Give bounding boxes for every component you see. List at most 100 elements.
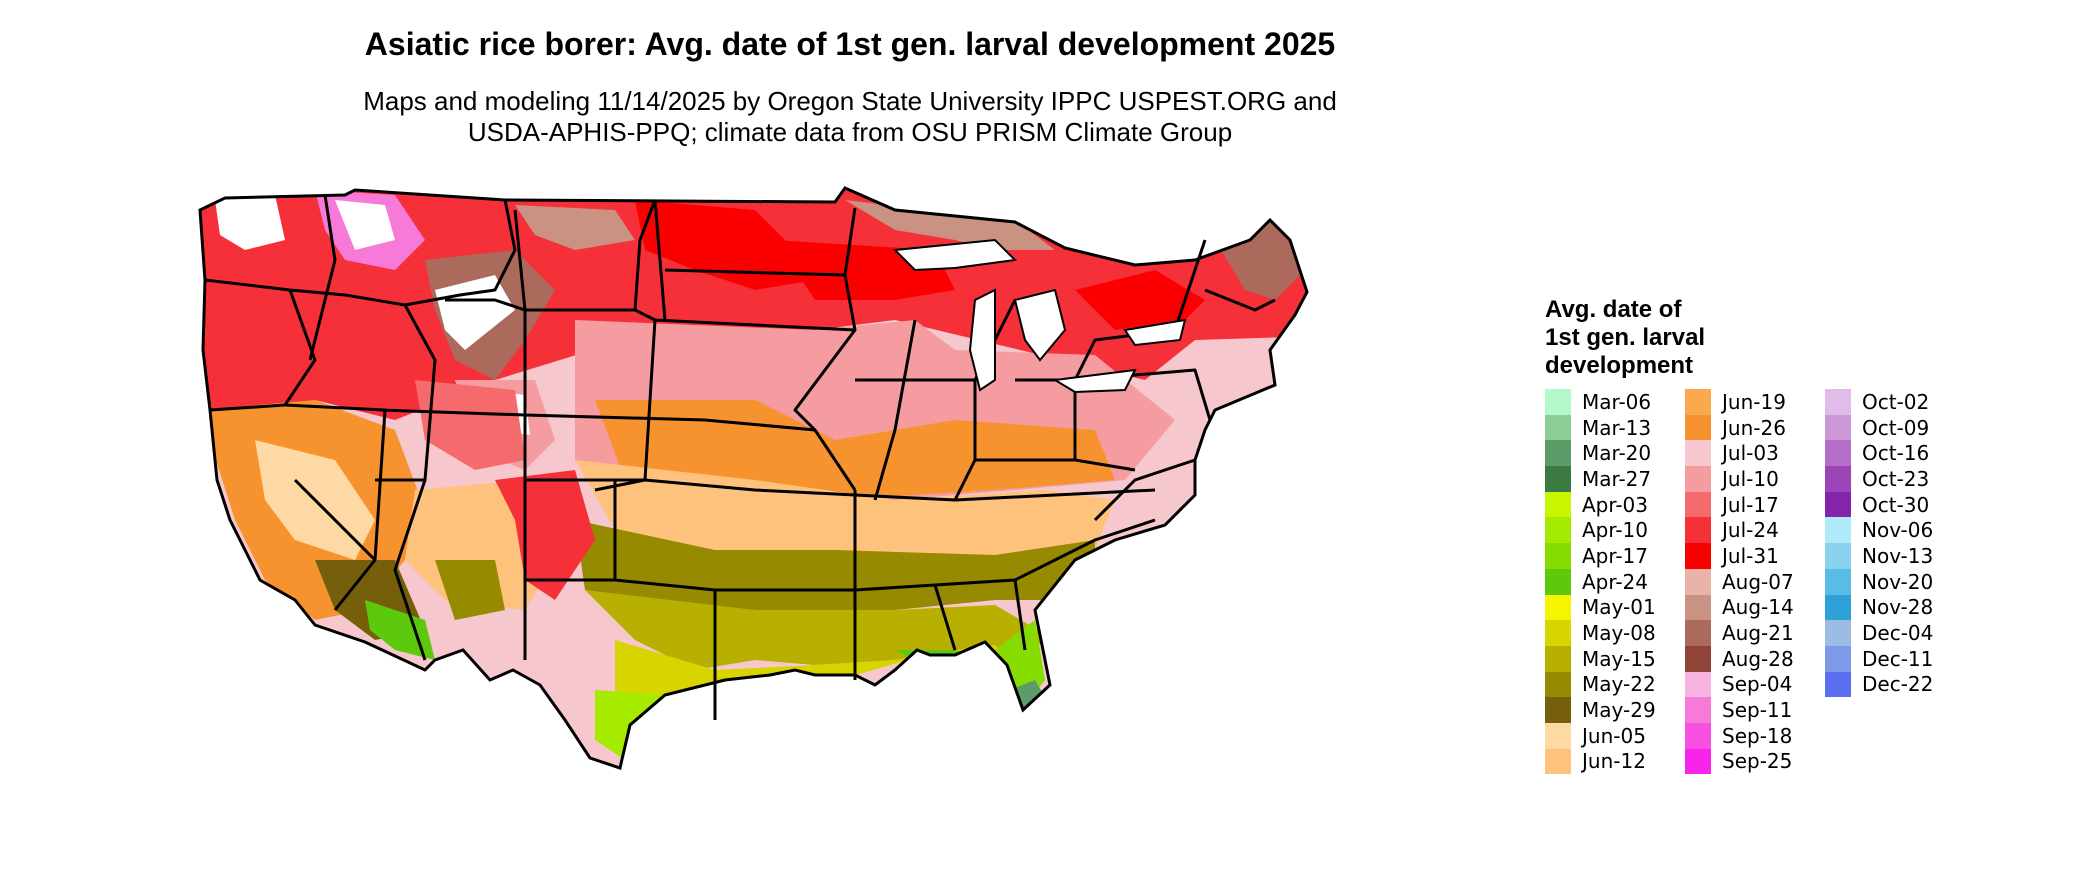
legend-item: May-29 [1545, 697, 1673, 723]
legend-swatch [1685, 645, 1711, 672]
legend-item: Jul-31 [1685, 543, 1813, 569]
legend-label: Jun-26 [1722, 415, 1786, 440]
legend-label: Aug-28 [1722, 646, 1794, 671]
legend-item: Nov-20 [1825, 568, 1953, 595]
legend-label: Jul-17 [1722, 492, 1779, 517]
legend-label: Dec-04 [1862, 621, 1934, 646]
date-legend: Mar-06 Mar-13 Mar-20 Mar-27 Apr-03 Apr-10 Apr-… [1545, 389, 1953, 775]
legend-item: Jun-12 [1545, 748, 1673, 775]
legend-label: Oct-09 [1862, 415, 1930, 440]
legend-item: May-01 [1545, 594, 1673, 621]
legend-label: May-22 [1582, 672, 1656, 697]
legend-swatch [1545, 389, 1571, 415]
legend-swatch [1545, 491, 1571, 518]
legend-swatch [1545, 722, 1571, 749]
legend-label: Mar-20 [1582, 441, 1652, 466]
legend-title-line-2: 1st gen. larval [1545, 324, 1706, 351]
legend-swatch [1545, 440, 1571, 467]
legend-label: Mar-13 [1582, 415, 1652, 440]
legend-item: May-08 [1545, 620, 1673, 646]
legend-swatch [1685, 748, 1711, 775]
legend-swatch [1545, 620, 1571, 646]
legend-swatch [1685, 440, 1711, 467]
legend-label: Mar-27 [1582, 466, 1652, 491]
legend-swatch [1685, 594, 1711, 621]
map-subtitle: Maps and modeling 11/14/2025 by Oregon S… [0, 86, 1700, 148]
legend-item: May-22 [1545, 671, 1673, 698]
legend-label: Nov-20 [1862, 569, 1934, 594]
legend-swatch [1545, 568, 1571, 595]
legend-label: Nov-13 [1862, 543, 1934, 568]
legend-item: Jun-19 [1685, 389, 1813, 415]
legend-title-line-3: development [1545, 352, 1694, 379]
legend-item: Sep-04 [1685, 671, 1813, 698]
legend-swatch [1825, 671, 1851, 698]
legend-swatch [1685, 671, 1711, 698]
legend-item: Jul-10 [1685, 466, 1813, 492]
legend-label: Sep-04 [1722, 672, 1793, 697]
legend-item: Oct-16 [1825, 440, 1953, 467]
legend-item: Nov-13 [1825, 543, 1953, 569]
legend-item: Mar-27 [1545, 466, 1673, 492]
legend-label: Jul-10 [1722, 466, 1779, 491]
legend-item: Sep-18 [1685, 722, 1813, 749]
legend-label: Dec-22 [1862, 672, 1934, 697]
legend-label: Nov-06 [1862, 518, 1934, 543]
legend-label: Oct-30 [1862, 492, 1930, 517]
legend-item: Aug-07 [1685, 568, 1813, 595]
legend-label: May-08 [1582, 621, 1656, 646]
legend-item: Aug-21 [1685, 620, 1813, 646]
legend-item: Jul-17 [1685, 491, 1813, 518]
legend-item: Oct-30 [1825, 491, 1953, 518]
legend-swatch [1685, 620, 1711, 646]
legend-swatch [1825, 466, 1851, 492]
legend-swatch [1825, 491, 1851, 518]
legend-swatch [1685, 466, 1711, 492]
legend-item: Aug-28 [1685, 645, 1813, 672]
legend-item: Dec-22 [1825, 671, 1953, 698]
legend-item: Mar-06 [1545, 389, 1673, 415]
map-title: Asiatic rice borer: Avg. date of 1st gen… [364, 26, 1336, 62]
legend-label: Jun-19 [1722, 389, 1786, 414]
legend-item: Jun-05 [1545, 722, 1673, 749]
legend-swatch [1825, 517, 1851, 544]
legend-label: Oct-23 [1862, 466, 1930, 491]
legend-item: Mar-20 [1545, 440, 1673, 467]
legend-swatch [1825, 440, 1851, 467]
legend-swatch [1685, 722, 1711, 749]
legend-swatch [1825, 543, 1851, 569]
legend-item: Dec-11 [1825, 645, 1953, 672]
legend-label: Jul-24 [1722, 518, 1779, 543]
legend-title-line-1: Avg. date of [1545, 296, 1682, 323]
legend-swatch [1685, 491, 1711, 518]
legend-swatch [1545, 414, 1571, 441]
legend-item: Jul-24 [1685, 517, 1813, 544]
legend-label: Jun-12 [1582, 749, 1646, 774]
legend-swatch [1825, 414, 1851, 441]
legend-item: Jun-26 [1685, 414, 1813, 441]
legend-item: Oct-02 [1825, 389, 1953, 415]
legend-swatch [1545, 671, 1571, 698]
legend-swatch [1825, 620, 1851, 646]
legend-swatch [1545, 543, 1571, 569]
legend-swatch [1685, 414, 1711, 441]
legend-item: Aug-14 [1685, 594, 1813, 621]
legend-swatch [1825, 568, 1851, 595]
legend-item: Apr-03 [1545, 491, 1673, 518]
us-development-map [198, 186, 1309, 770]
legend-label: Sep-11 [1722, 698, 1793, 723]
legend-item: May-15 [1545, 645, 1673, 672]
legend-label: May-29 [1582, 698, 1656, 723]
legend-swatch [1545, 748, 1571, 775]
legend-swatch [1685, 568, 1711, 595]
legend-column: Oct-02 Oct-09 Oct-16 Oct-23 Oct-30 Nov-06 Nov-… [1825, 389, 1953, 774]
legend-label: Oct-02 [1862, 389, 1930, 414]
legend-swatch [1545, 645, 1571, 672]
legend-swatch [1545, 517, 1571, 544]
legend-label: Aug-21 [1722, 621, 1794, 646]
legend-label: Aug-07 [1722, 569, 1794, 594]
legend-swatch [1685, 389, 1711, 415]
legend-item: Dec-04 [1825, 620, 1953, 646]
legend-label: Jul-03 [1722, 441, 1779, 466]
subtitle-line-2: USDA-APHIS-PPQ; climate data from OSU PR… [467, 117, 1233, 147]
